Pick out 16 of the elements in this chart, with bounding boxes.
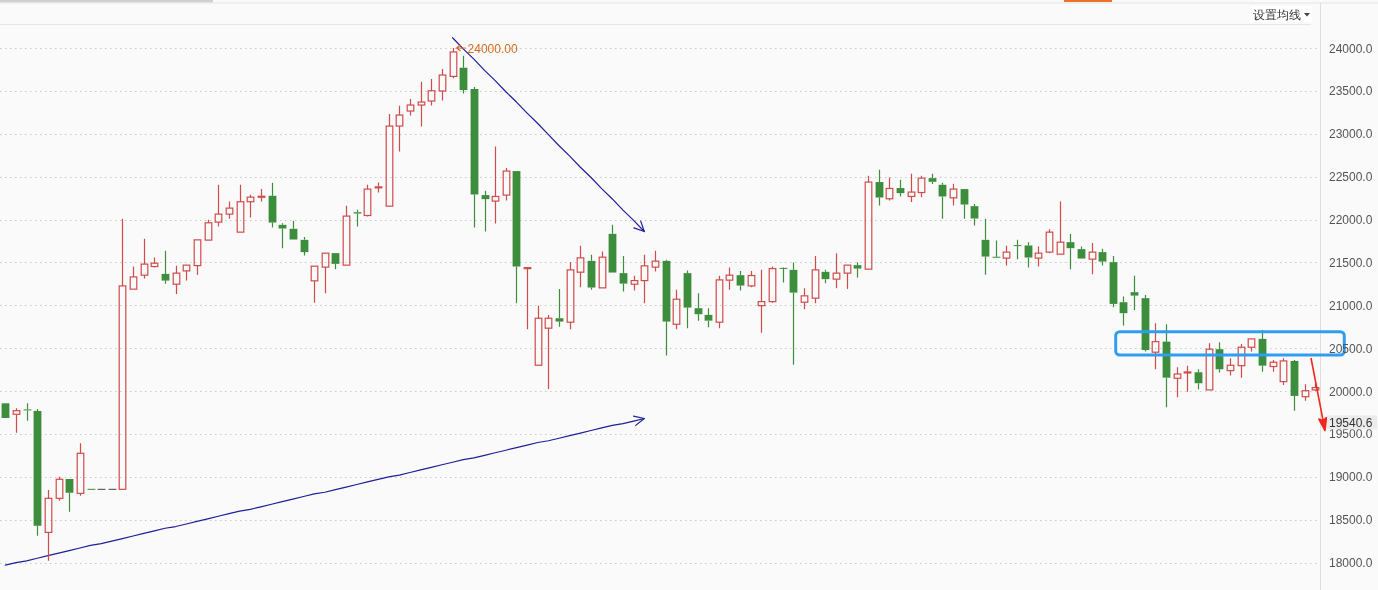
text: 19540.6 <box>1329 415 1373 430</box>
y-tick-label: 20000.0 <box>1329 384 1373 399</box>
y-tick-label: 19500.0 <box>1329 427 1373 442</box>
y-tick-label: 18500.0 <box>1329 513 1373 528</box>
text: 设置均线 <box>1253 8 1301 22</box>
annotation: 24000.00 <box>467 41 518 56</box>
y-tick-label: 22000.0 <box>1329 213 1373 228</box>
y-tick-label: 19000.0 <box>1329 470 1373 485</box>
line-series <box>451 37 645 233</box>
y-tick-label: 18000.0 <box>1329 556 1373 571</box>
y-tick-label: 21000.0 <box>1329 298 1373 313</box>
y-tick-label: 23000.0 <box>1329 127 1373 142</box>
y-tick-label: 23500.0 <box>1329 84 1373 99</box>
y-tick-label: 22500.0 <box>1329 170 1373 185</box>
y-tick-label: 21500.0 <box>1329 255 1373 270</box>
y-tick-label: 24000.0 <box>1329 41 1373 56</box>
